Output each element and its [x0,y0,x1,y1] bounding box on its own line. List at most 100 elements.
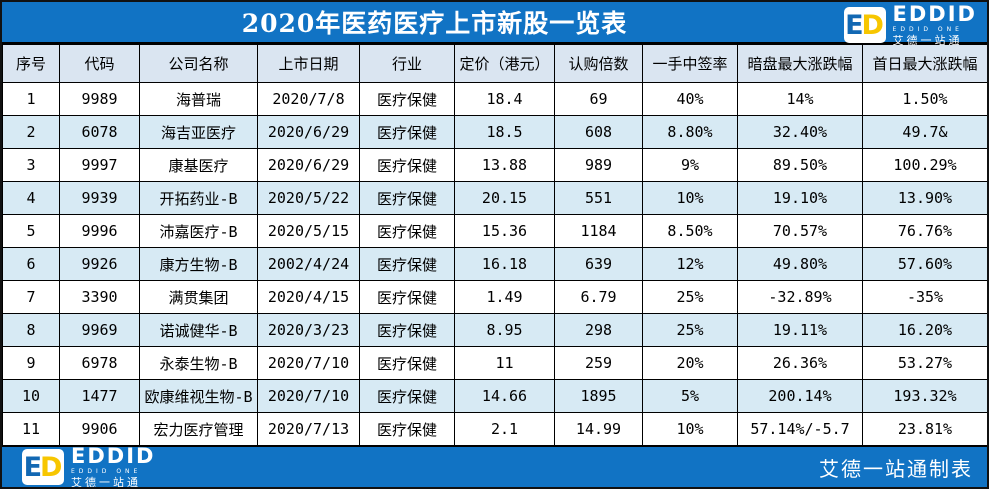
table-cell: 欧康维视生物-B [139,379,258,413]
table-cell: 49.80% [737,247,863,281]
table-cell: 2.1 [454,412,555,446]
column-header: 一手中签率 [642,44,738,83]
brand-text: EDDID EDDID ONE 艾德一站通 [71,446,155,488]
table-header: 序号 代码 公司名称 上市日期 行业 定价（港元） 认购倍数 一手中签率 暗盘最大涨跌幅 首日最大… [2,44,987,83]
table-cell: 9969 [59,313,140,347]
table-cell: 100.29% [862,148,987,182]
table-cell: 18.4 [454,82,555,116]
table-cell: 25% [642,313,738,347]
table-cell: 医疗保健 [359,115,455,149]
table-cell: 13.88 [454,148,555,182]
table-row: 11 9906 宏力医疗管理 2020/7/13 医疗保健 2.1 14.99 10% 57.1… [2,412,987,446]
logo-letter-e: E [23,451,43,483]
table-cell: 40% [642,82,738,116]
table-cell: -35% [862,280,987,314]
column-header: 行业 [359,44,455,83]
table-header-row: 序号 代码 公司名称 上市日期 行业 定价（港元） 认购倍数 一手中签率 暗盘最大涨跌幅 首日最大… [2,44,987,83]
table-cell: 3 [2,148,60,182]
table-cell: 医疗保健 [359,148,455,182]
table-cell: 19.10% [737,181,863,215]
table-cell: 10 [2,379,60,413]
table-cell: 11 [2,412,60,446]
table-cell: 6.79 [554,280,643,314]
table-cell: 16.18 [454,247,555,281]
table-cell: 13.90% [862,181,987,215]
table-cell: 10% [642,412,738,446]
table-cell: 7 [2,280,60,314]
table-cell: 2020/6/29 [257,115,360,149]
table-cell: 19.11% [737,313,863,347]
table-cell: 298 [554,313,643,347]
table-cell: 76.76% [862,214,987,248]
brand-subtitle: EDDID ONE [892,26,963,33]
table-cell: 259 [554,346,643,380]
column-header: 公司名称 [139,44,258,83]
table-cell: 医疗保健 [359,247,455,281]
table-cell: 开拓药业-B [139,181,258,215]
table-cell: 14.66 [454,379,555,413]
table-row: 4 9939 开拓药业-B 2020/5/22 医疗保健 20.15 551 10% 19.10… [2,181,987,215]
table-row: 10 1477 欧康维视生物-B 2020/7/10 医疗保健 14.66 1895 5% 20… [2,379,987,413]
table-cell: 57.14%/-5.7 [737,412,863,446]
table-cell: 2 [2,115,60,149]
table-cell: 6078 [59,115,140,149]
table-cell: 医疗保健 [359,280,455,314]
table-cell: 2020/7/8 [257,82,360,116]
table-cell: 2020/3/23 [257,313,360,347]
table-cell: 3390 [59,280,140,314]
table-row: 2 6078 海吉亚医疗 2020/6/29 医疗保健 18.5 608 8.80% 32.40… [2,115,987,149]
table-cell: 9989 [59,82,140,116]
table-cell: 70.57% [737,214,863,248]
logo-letter-e: E [845,9,864,41]
brand-name: EDDID [892,2,977,26]
table-cell: -32.89% [737,280,863,314]
table-cell: 6 [2,247,60,281]
table-cell: 医疗保健 [359,379,455,413]
table-cell: 9939 [59,181,140,215]
table-cell: 32.40% [737,115,863,149]
table-cell: 11 [454,346,555,380]
table-cell: 10% [642,181,738,215]
table-cell: 医疗保健 [359,346,455,380]
table-cell: 8.95 [454,313,555,347]
logo-letter-d: D [40,451,63,483]
table-cell: 53.27% [862,346,987,380]
table-cell: 5% [642,379,738,413]
table-cell: 89.50% [737,148,863,182]
brand-name: EDDID [71,444,156,468]
brand-subtitle-cn: 艾德一站通 [892,34,963,47]
table-cell: 8 [2,313,60,347]
table-row: 1 9989 海普瑞 2020/7/8 医疗保健 18.4 69 40% 14% 1.50% [2,82,987,116]
table-cell: 1184 [554,214,643,248]
table-row: 8 9969 诺诚健华-B 2020/3/23 医疗保健 8.95 298 25% 19.11%… [2,313,987,347]
table-body: 1 9989 海普瑞 2020/7/8 医疗保健 18.4 69 40% 14% 1.50% 2 60… [2,82,987,446]
table-cell: 551 [554,181,643,215]
table-cell: 57.60% [862,247,987,281]
table-cell: 2020/7/10 [257,346,360,380]
table-cell: 2020/5/22 [257,181,360,215]
table-row: 3 9997 康基医疗 2020/6/29 医疗保健 13.88 989 9% 89.50% 10… [2,148,987,182]
brand-text: EDDID EDDID ONE 艾德一站通 [892,2,977,47]
table-row: 5 9996 沛嘉医疗-B 2020/5/15 医疗保健 15.36 1184 8.50% 70… [2,214,987,248]
table-row: 7 3390 满贯集团 2020/4/15 医疗保健 1.49 6.79 25% -32.89%… [2,280,987,314]
table-cell: 医疗保健 [359,412,455,446]
table-cell: 宏力医疗管理 [139,412,258,446]
table-cell: 14.99 [554,412,643,446]
table-cell: 18.5 [454,115,555,149]
table-cell: 2020/7/13 [257,412,360,446]
table-cell: 12% [642,247,738,281]
table-cell: 193.32% [862,379,987,413]
table-cell: 20.15 [454,181,555,215]
table-cell: 23.81% [862,412,987,446]
table-cell: 医疗保健 [359,313,455,347]
table-cell: 永泰生物-B [139,346,258,380]
table-row: 9 6978 永泰生物-B 2020/7/10 医疗保健 11 259 20% 26.36% 53… [2,346,987,380]
column-header: 序号 [2,44,60,83]
table-cell: 989 [554,148,643,182]
